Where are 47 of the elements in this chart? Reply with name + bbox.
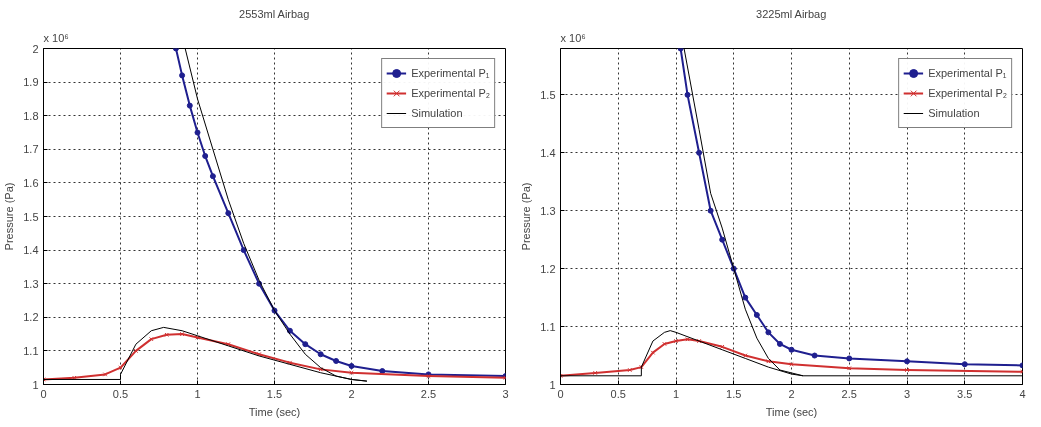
y-axis-title: Pressure (Pa) xyxy=(520,182,533,251)
legend-label: Experimental P₁ xyxy=(411,67,490,79)
x-tick-label: 0 xyxy=(557,387,564,400)
y-tick-label: 2 xyxy=(32,42,39,55)
legend-label: Experimental P₁ xyxy=(928,67,1007,79)
y-tick-label: 1.2 xyxy=(540,262,556,275)
legend-label: Simulation xyxy=(411,107,463,119)
y-tick-label: 1.3 xyxy=(540,204,556,217)
x-tick-label: 1 xyxy=(672,387,680,400)
y-tick-label: 1.9 xyxy=(23,76,39,89)
legend-label: Simulation xyxy=(928,107,980,119)
x-tick-label: 1.5 xyxy=(726,387,742,400)
y-tick-label: 1.4 xyxy=(23,244,39,257)
text: x 10⁶ xyxy=(43,31,69,44)
x-tick-label: 1 xyxy=(194,387,201,400)
x-tick-label: 2.5 xyxy=(841,387,857,400)
legend-label: Experimental P₂ xyxy=(928,87,1007,99)
y-tick-label: 1.5 xyxy=(540,88,556,101)
x-axis-title: Time (sec) xyxy=(248,405,301,418)
y-tick-label: 1 xyxy=(32,378,39,391)
x-tick-label: 3.5 xyxy=(957,387,973,400)
x-tick-label: 1.5 xyxy=(266,387,283,400)
legend-label: Experimental P₂ xyxy=(411,87,490,99)
x-tick-label: 4 xyxy=(1019,387,1026,400)
text: x 10⁶ xyxy=(560,31,586,44)
chart-title: 2553ml Airbag xyxy=(239,7,310,20)
y-tick-label: 1.1 xyxy=(23,344,39,357)
x-tick-label: 2 xyxy=(788,387,795,400)
x-axis-title: Time (sec) xyxy=(765,405,818,418)
y-tick-label: 1.4 xyxy=(540,146,556,159)
x-tick-label: 2 xyxy=(348,387,355,400)
x-tick-label: 3 xyxy=(903,387,911,400)
y-tick-label: 1.2 xyxy=(23,311,39,324)
x-tick-label: 2.5 xyxy=(420,387,437,400)
y-tick-label: 1.6 xyxy=(23,176,39,189)
y-tick-label: 1.5 xyxy=(23,210,39,223)
y-tick-label: 1.8 xyxy=(23,109,39,122)
y-tick-label: 1.1 xyxy=(540,320,556,333)
x-tick-label: 0.5 xyxy=(610,387,626,400)
x-tick-label: 0.5 xyxy=(112,387,129,400)
chart-title: 3225ml Airbag xyxy=(756,7,827,20)
x-tick-label: 0 xyxy=(40,387,47,400)
x-tick-label: 3 xyxy=(502,387,509,400)
y-axis-title: Pressure (Pa) xyxy=(3,182,16,251)
y-tick-label: 1.7 xyxy=(23,143,39,156)
y-tick-label: 1 xyxy=(549,378,556,391)
y-tick-label: 1.3 xyxy=(23,277,39,290)
